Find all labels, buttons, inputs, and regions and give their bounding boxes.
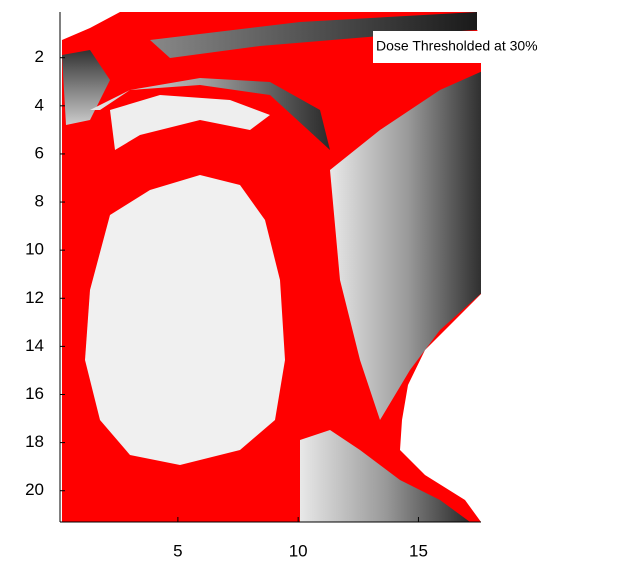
y-tick-label: 18 xyxy=(25,432,44,451)
dose-band xyxy=(300,430,470,522)
y-tick-label: 10 xyxy=(25,240,44,259)
y-tick-label: 20 xyxy=(25,480,44,499)
dose-band xyxy=(62,50,110,125)
y-tick-label: 16 xyxy=(25,384,44,403)
low-dose-area xyxy=(85,175,285,465)
x-tick-label: 5 xyxy=(173,541,182,560)
x-tick-label: 10 xyxy=(289,541,308,560)
y-tick-label: 12 xyxy=(25,288,44,307)
y-tick-label: 8 xyxy=(35,192,44,211)
dose-band xyxy=(150,12,477,58)
y-tick-label: 6 xyxy=(35,143,44,162)
low-dose-area xyxy=(110,95,270,150)
annotation-box xyxy=(373,31,631,63)
dose-image xyxy=(62,12,481,522)
dose-band xyxy=(330,71,481,420)
x-tick-label: 15 xyxy=(409,541,428,560)
y-tick-label: 14 xyxy=(25,336,44,355)
annotation: Dose Thresholded at 30% xyxy=(376,38,538,54)
y-tick-label: 2 xyxy=(35,47,44,66)
y-tick-label: 4 xyxy=(35,95,44,114)
